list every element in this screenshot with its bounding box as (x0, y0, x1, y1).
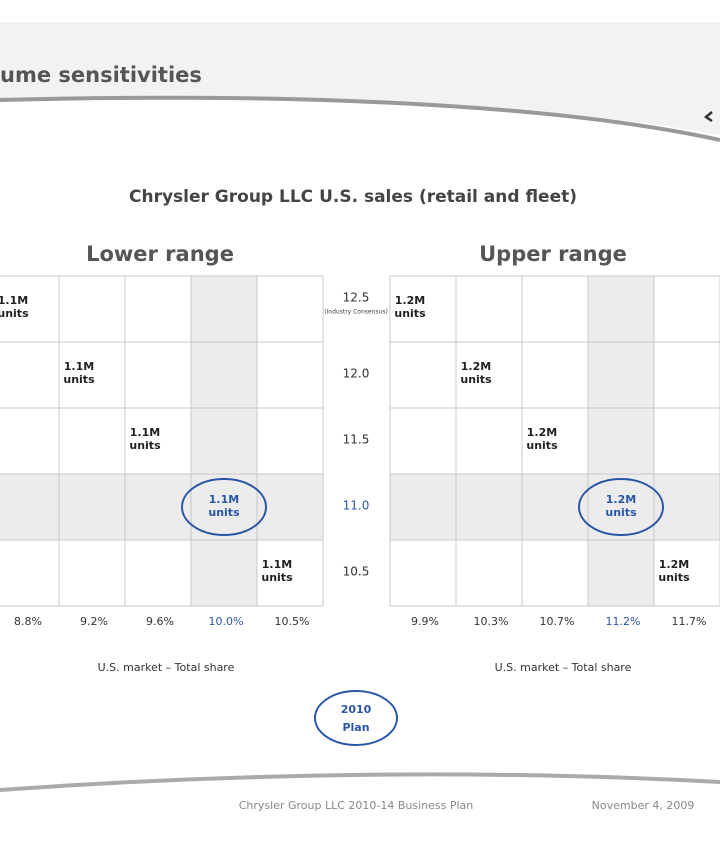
x-label: 9.6% (146, 615, 174, 628)
axis-label: U.S. market – Total share (98, 661, 235, 674)
highlight-row (0, 474, 323, 540)
header-title: ume sensitivities (0, 63, 202, 87)
cell-value: 1.2M (461, 360, 491, 373)
range-title: Lower range (86, 242, 234, 266)
axis-label: U.S. market – Total share (495, 661, 632, 674)
cell-value: 1.2M (606, 493, 636, 506)
highlight-circle (181, 478, 267, 536)
cell-value: 1.2M (395, 294, 425, 307)
cell-unit: units (394, 307, 426, 320)
range-title: Upper range (479, 242, 627, 266)
cell-value: 1.1M (209, 493, 239, 506)
cell-unit: units (526, 439, 558, 452)
y-label: 11.5 (343, 433, 370, 447)
x-label: 10.0% (209, 615, 244, 628)
header-swoosh (0, 95, 720, 142)
y-label: 12.0 (343, 367, 370, 381)
cell-unit: units (261, 571, 293, 584)
chart-title: Chrysler Group LLC U.S. sales (retail an… (129, 187, 577, 207)
cell-unit: units (129, 439, 161, 452)
cell-unit: units (208, 506, 240, 519)
cell-value: 1.1M (0, 294, 28, 307)
cell-unit: units (63, 373, 95, 386)
cell-value: 1.2M (659, 558, 689, 571)
x-label: 11.7% (672, 615, 707, 628)
y-label: 12.5 (343, 291, 370, 305)
plan-label: 2010 (341, 703, 372, 716)
x-label: 10.5% (275, 615, 310, 628)
cell-unit: units (0, 307, 29, 320)
plan-circle (314, 690, 398, 746)
x-label: 10.7% (540, 615, 575, 628)
highlight-circle (578, 478, 664, 536)
highlight-row (390, 474, 720, 540)
cell-unit: units (460, 373, 492, 386)
x-label: 8.8% (14, 615, 42, 628)
cell-unit: units (658, 571, 690, 584)
y-label: 11.0 (343, 499, 370, 513)
x-label: 9.9% (411, 615, 439, 628)
cell-unit: units (605, 506, 637, 519)
header-band (0, 22, 720, 135)
y-label: 10.5 (343, 565, 370, 579)
y-note: (Industry Consensus) (324, 309, 388, 316)
footer-right: November 4, 2009 (592, 799, 695, 812)
highlight-col (191, 276, 257, 606)
footer-left: Chrysler Group LLC 2010-14 Business Plan (239, 799, 474, 812)
cell-value: 1.1M (262, 558, 292, 571)
cell-value: 1.1M (130, 426, 160, 439)
cell-value: 1.1M (64, 360, 94, 373)
footer-swoosh (0, 772, 720, 792)
x-label: 10.3% (474, 615, 509, 628)
cell-value: 1.2M (527, 426, 557, 439)
x-label: 9.2% (80, 615, 108, 628)
plan-label: Plan (342, 721, 369, 734)
arrow-icon (703, 111, 713, 123)
highlight-col (588, 276, 654, 606)
x-label: 11.2% (606, 615, 641, 628)
